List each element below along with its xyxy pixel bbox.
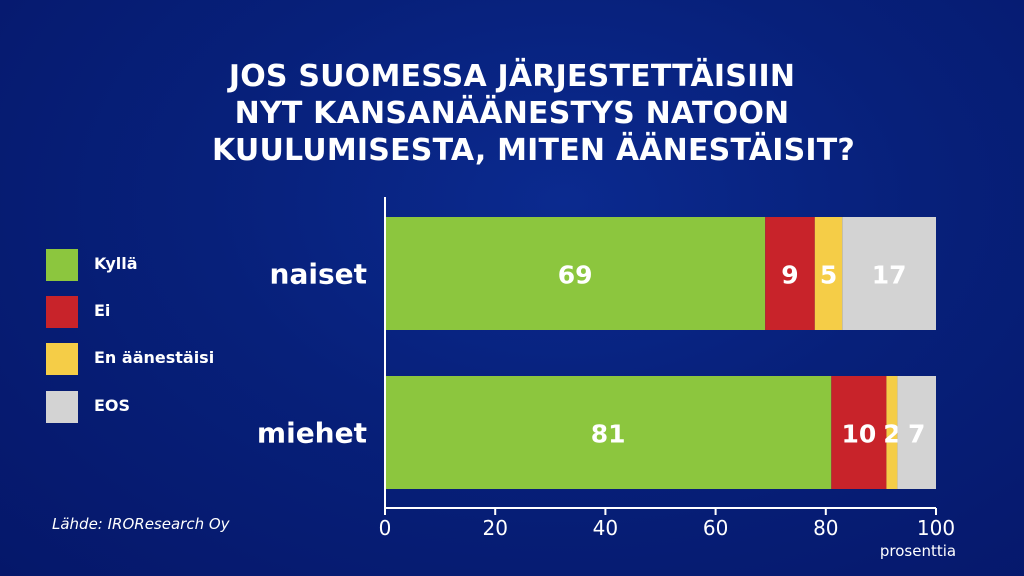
chart-title: JOS SUOMESSA JÄRJESTETTÄISIIN NYT KANSAN… xyxy=(212,58,856,169)
source-note: Lähde: IROResearch Oy xyxy=(52,515,230,533)
bar-miehet-en-aanestaisi xyxy=(886,376,898,489)
bar-naiset-kylla xyxy=(385,217,766,330)
bar-naiset-en-aanestaisi xyxy=(814,217,843,330)
data-label-naiset-en-aanestaisi: 5 xyxy=(820,261,837,290)
legend-label-eos: EOS xyxy=(94,396,131,415)
legend-swatch-ei xyxy=(46,296,78,328)
legend-label-kylla: Kyllä xyxy=(94,254,138,273)
x-tick-label-40: 40 xyxy=(593,516,618,540)
bar-miehet-ei xyxy=(831,376,887,489)
bar-naiset-eos xyxy=(842,217,936,330)
x-tick-label-80: 80 xyxy=(813,516,838,540)
x-tick-label-60: 60 xyxy=(703,516,728,540)
data-label-miehet-kylla: 81 xyxy=(591,420,626,449)
data-label-miehet-eos: 7 xyxy=(908,420,925,449)
data-label-naiset-eos: 17 xyxy=(872,261,907,290)
x-tick-label-20: 20 xyxy=(482,516,507,540)
data-label-miehet-en-aanestaisi: 2 xyxy=(883,420,900,449)
bar-naiset-ei xyxy=(765,217,815,330)
data-label-miehet-ei: 10 xyxy=(841,420,876,449)
legend-swatch-en-aanestaisi xyxy=(46,343,78,375)
x-tick-label-0: 0 xyxy=(379,516,392,540)
legend-swatch-eos xyxy=(46,391,78,423)
legend-label-ei: Ei xyxy=(94,301,111,320)
title-line-3: KUULUMISESTA, MITEN ÄÄNESTÄISIT? xyxy=(212,133,856,168)
title-line-1: JOS SUOMESSA JÄRJESTETTÄISIIN xyxy=(228,59,796,94)
category-label-miehet: miehet xyxy=(257,417,367,450)
category-label-naiset: naiset xyxy=(270,258,367,291)
x-axis-label: prosenttia xyxy=(880,542,956,560)
data-label-naiset-kylla: 69 xyxy=(558,261,593,290)
title-line-2: NYT KANSANÄÄNESTYS NATOON xyxy=(234,96,790,131)
legend-label-en-aanestaisi: En äänestäisi xyxy=(94,348,215,367)
data-label-naiset-ei: 9 xyxy=(781,261,798,290)
legend-swatch-kylla xyxy=(46,249,78,281)
bar-miehet-kylla xyxy=(385,376,832,489)
x-tick-label-100: 100 xyxy=(917,516,955,540)
bar-miehet-eos xyxy=(897,376,936,489)
